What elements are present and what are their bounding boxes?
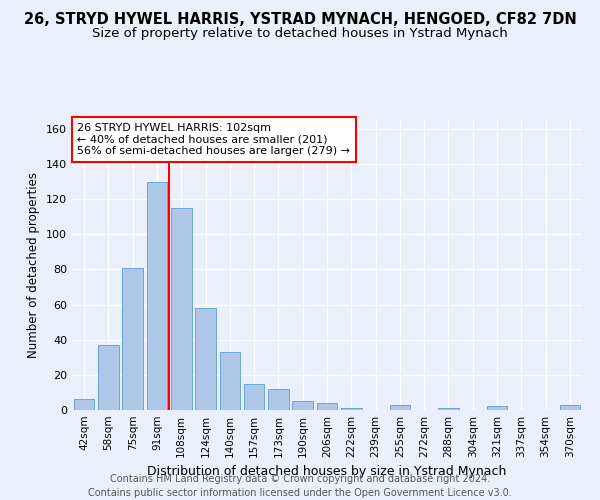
- X-axis label: Distribution of detached houses by size in Ystrad Mynach: Distribution of detached houses by size …: [148, 466, 506, 478]
- Bar: [389, 404, 410, 410]
- Text: 26 STRYD HYWEL HARRIS: 102sqm
← 40% of detached houses are smaller (201)
56% of : 26 STRYD HYWEL HARRIS: 102sqm ← 40% of d…: [77, 123, 350, 156]
- Bar: [74, 400, 94, 410]
- Text: 26, STRYD HYWEL HARRIS, YSTRAD MYNACH, HENGOED, CF82 7DN: 26, STRYD HYWEL HARRIS, YSTRAD MYNACH, H…: [23, 12, 577, 28]
- Bar: [560, 404, 580, 410]
- Bar: [171, 208, 191, 410]
- Bar: [268, 389, 289, 410]
- Bar: [292, 401, 313, 410]
- Bar: [98, 345, 119, 410]
- Text: Size of property relative to detached houses in Ystrad Mynach: Size of property relative to detached ho…: [92, 28, 508, 40]
- Bar: [438, 408, 459, 410]
- Text: Contains HM Land Registry data © Crown copyright and database right 2024.
Contai: Contains HM Land Registry data © Crown c…: [88, 474, 512, 498]
- Bar: [317, 403, 337, 410]
- Bar: [487, 406, 508, 410]
- Y-axis label: Number of detached properties: Number of detached properties: [28, 172, 40, 358]
- Bar: [341, 408, 362, 410]
- Bar: [122, 268, 143, 410]
- Bar: [244, 384, 265, 410]
- Bar: [195, 308, 216, 410]
- Bar: [220, 352, 240, 410]
- Bar: [146, 182, 167, 410]
